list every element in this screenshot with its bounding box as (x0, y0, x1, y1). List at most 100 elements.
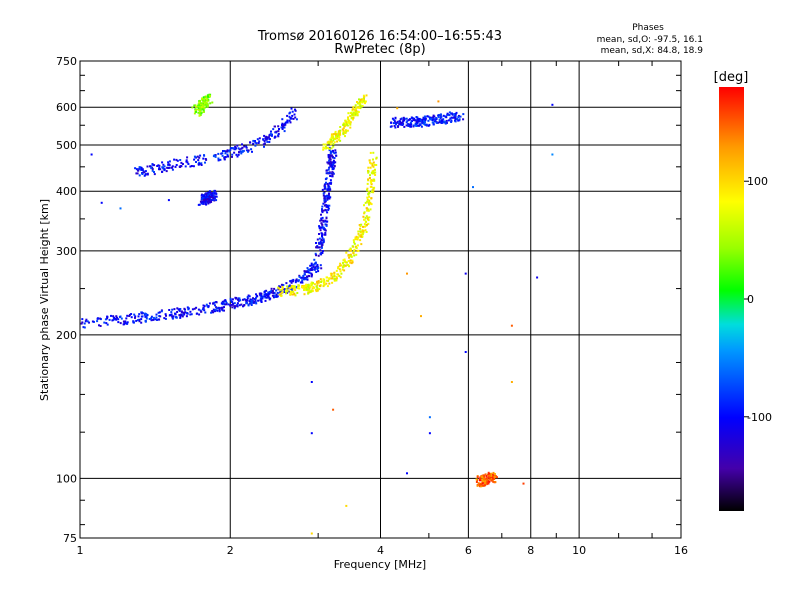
y-axis-label: Stationary phase Virtual Height [km] (38, 199, 51, 401)
colorbar-tick-label: -100 (747, 411, 772, 424)
data-point (324, 200, 327, 203)
data-point (351, 108, 354, 111)
data-point (292, 117, 295, 120)
data-point (434, 120, 436, 123)
data-point (496, 476, 498, 479)
data-point (347, 121, 350, 124)
data-point (226, 155, 229, 158)
data-point (522, 482, 525, 485)
y-tick-label: 200 (56, 329, 77, 342)
data-point (277, 132, 280, 135)
data-point (275, 295, 278, 298)
data-point (429, 116, 431, 119)
data-point (294, 116, 297, 119)
data-point (275, 289, 278, 292)
data-point (204, 202, 207, 205)
data-point (202, 96, 205, 99)
data-point (116, 316, 118, 319)
data-point (348, 265, 350, 268)
data-point (421, 121, 424, 124)
data-point (331, 172, 334, 175)
data-point (207, 194, 210, 197)
data-point (362, 225, 364, 228)
data-point (283, 130, 286, 133)
data-point (237, 147, 240, 150)
data-point (479, 479, 481, 482)
data-point (437, 116, 440, 119)
data-point (327, 154, 330, 156)
data-point (323, 280, 326, 283)
data-point (416, 117, 419, 120)
data-point (362, 94, 365, 97)
data-point (231, 306, 234, 309)
data-point (112, 315, 115, 318)
data-point (345, 261, 348, 264)
data-point (323, 183, 326, 186)
data-point (145, 317, 148, 320)
data-point (158, 311, 161, 314)
data-point (487, 476, 490, 479)
data-point (152, 318, 155, 321)
data-point (311, 273, 313, 276)
data-point (311, 290, 314, 292)
data-point (221, 152, 224, 155)
data-point (264, 296, 267, 299)
data-point (339, 132, 341, 134)
data-point (322, 278, 325, 281)
data-point (206, 105, 209, 108)
data-point (224, 156, 227, 158)
data-point (367, 190, 370, 193)
data-point (329, 165, 332, 168)
colorbar-ticks: -100 0 100 (744, 175, 772, 424)
data-point (250, 301, 253, 304)
data-point (356, 236, 358, 239)
data-point (310, 275, 313, 278)
data-point (277, 292, 280, 295)
data-point (284, 290, 287, 292)
data-point (135, 168, 138, 171)
data-point (201, 198, 204, 201)
data-point (456, 117, 459, 120)
data-point (217, 152, 220, 155)
axis-ticks: 1 2 4 6 8 10 16 75 100 200 300 400 500 600 750 (56, 55, 688, 557)
data-point (360, 243, 363, 246)
data-point (138, 174, 141, 177)
data-point (351, 113, 354, 116)
data-point (187, 307, 190, 310)
data-point (330, 140, 333, 143)
data-point (199, 114, 202, 116)
data-point (199, 105, 202, 108)
data-point (360, 235, 363, 238)
data-point (310, 262, 313, 265)
data-point (458, 118, 461, 121)
data-point (264, 137, 267, 140)
data-point (349, 261, 352, 264)
data-point (91, 320, 94, 323)
data-point (332, 275, 335, 278)
data-point (346, 129, 349, 132)
data-point (413, 119, 416, 122)
data-point (330, 277, 333, 280)
data-point (267, 292, 270, 295)
data-point (202, 109, 205, 112)
data-point (208, 192, 211, 195)
data-point (342, 124, 345, 126)
data-point (451, 116, 454, 119)
data-point (329, 188, 332, 191)
data-point (339, 126, 342, 128)
data-point (137, 319, 139, 322)
data-point (253, 298, 256, 300)
data-point (369, 180, 372, 183)
data-point (303, 293, 306, 296)
data-point (351, 259, 354, 262)
data-point (111, 319, 114, 322)
data-point (330, 181, 333, 184)
data-point (370, 181, 373, 184)
data-point (153, 171, 155, 173)
data-point (317, 280, 320, 283)
data-point (341, 266, 344, 269)
data-point (332, 133, 335, 136)
data-point (464, 351, 467, 353)
data-point (364, 229, 367, 232)
data-point (297, 284, 300, 287)
